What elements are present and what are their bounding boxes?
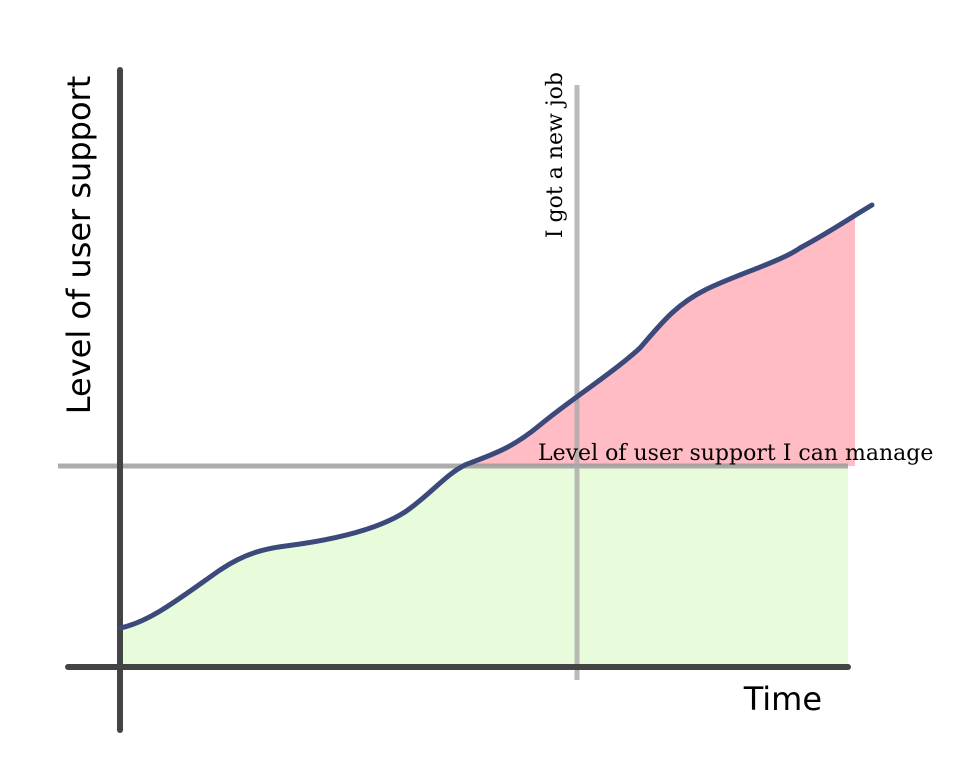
job-annotation: I got a new job: [543, 72, 568, 238]
capacity-annotation: Level of user support I can manage: [538, 441, 933, 466]
y-axis-label: Level of user support: [60, 76, 98, 414]
x-axis-label: Time: [743, 680, 822, 718]
manageable-area: [120, 466, 848, 667]
overload-area: [463, 215, 855, 466]
support-curve: [117, 202, 875, 631]
